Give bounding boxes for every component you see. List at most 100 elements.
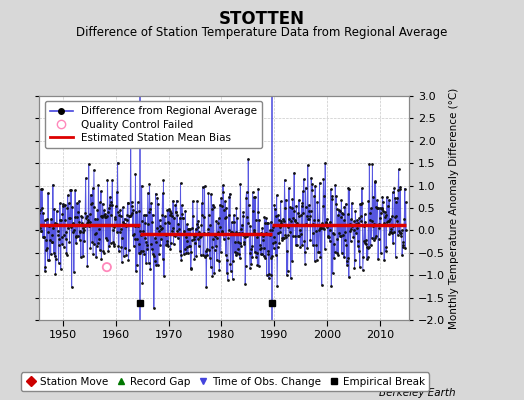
- Point: [340, 217, 348, 224]
- Point: [165, 220, 173, 226]
- Point: [320, 193, 328, 200]
- Point: [238, 229, 246, 236]
- Point: [254, 186, 263, 192]
- Point: [56, 200, 64, 207]
- Point: [230, 219, 238, 225]
- Point: [177, 257, 185, 264]
- Point: [118, 259, 126, 266]
- Point: [296, 227, 304, 233]
- Point: [359, 238, 368, 244]
- Point: [112, 222, 121, 228]
- Point: [194, 217, 203, 224]
- Point: [340, 203, 348, 210]
- Point: [94, 182, 103, 188]
- Point: [55, 236, 63, 242]
- Point: [341, 229, 349, 236]
- Point: [183, 244, 192, 250]
- Point: [48, 239, 57, 245]
- Point: [52, 220, 61, 227]
- Point: [66, 238, 74, 245]
- Point: [292, 202, 301, 209]
- Point: [311, 183, 319, 189]
- Point: [182, 250, 190, 256]
- Point: [291, 216, 299, 223]
- Point: [233, 250, 241, 256]
- Point: [127, 212, 135, 218]
- Point: [73, 233, 82, 240]
- Point: [77, 254, 85, 260]
- Point: [154, 201, 162, 207]
- Point: [136, 250, 144, 256]
- Point: [293, 220, 301, 226]
- Point: [337, 232, 345, 239]
- Point: [192, 221, 201, 228]
- Point: [163, 218, 172, 225]
- Point: [277, 219, 285, 226]
- Point: [63, 252, 71, 258]
- Point: [190, 236, 198, 243]
- Point: [227, 219, 236, 225]
- Point: [184, 226, 193, 232]
- Point: [256, 244, 265, 251]
- Point: [313, 199, 322, 206]
- Point: [236, 181, 245, 187]
- Point: [222, 213, 230, 220]
- Text: STOTTEN: STOTTEN: [219, 10, 305, 28]
- Point: [127, 198, 136, 205]
- Point: [102, 213, 111, 219]
- Point: [373, 197, 381, 203]
- Point: [378, 206, 386, 212]
- Point: [195, 233, 204, 240]
- Point: [263, 248, 271, 254]
- Point: [274, 212, 282, 218]
- Point: [186, 226, 194, 232]
- Point: [208, 273, 216, 280]
- Point: [259, 253, 268, 259]
- Point: [54, 259, 63, 266]
- Point: [134, 249, 143, 256]
- Point: [279, 235, 287, 242]
- Point: [168, 228, 177, 234]
- Point: [352, 229, 361, 236]
- Point: [329, 270, 337, 276]
- Point: [155, 217, 163, 223]
- Point: [109, 239, 117, 246]
- Point: [57, 217, 66, 224]
- Point: [106, 194, 114, 200]
- Point: [269, 245, 278, 252]
- Point: [321, 160, 330, 166]
- Point: [86, 219, 94, 225]
- Point: [290, 208, 298, 214]
- Point: [174, 220, 182, 227]
- Point: [266, 227, 275, 234]
- Point: [353, 224, 361, 231]
- Point: [205, 254, 214, 261]
- Point: [92, 254, 100, 260]
- Point: [189, 212, 198, 219]
- Point: [343, 262, 351, 268]
- Point: [310, 193, 319, 199]
- Point: [89, 250, 97, 257]
- Point: [176, 248, 184, 254]
- Point: [397, 232, 405, 239]
- Point: [370, 221, 378, 228]
- Point: [60, 217, 69, 223]
- Point: [248, 189, 257, 196]
- Point: [368, 161, 377, 168]
- Point: [361, 211, 369, 218]
- Point: [280, 176, 289, 183]
- Point: [212, 218, 221, 224]
- Point: [342, 242, 351, 248]
- Point: [338, 210, 346, 216]
- Point: [36, 225, 44, 231]
- Point: [374, 205, 382, 212]
- Point: [305, 213, 314, 220]
- Point: [62, 228, 70, 235]
- Point: [160, 272, 168, 279]
- Point: [394, 187, 402, 193]
- Point: [369, 237, 378, 243]
- Point: [204, 190, 213, 196]
- Point: [391, 254, 400, 260]
- Point: [226, 268, 235, 274]
- Point: [171, 232, 179, 239]
